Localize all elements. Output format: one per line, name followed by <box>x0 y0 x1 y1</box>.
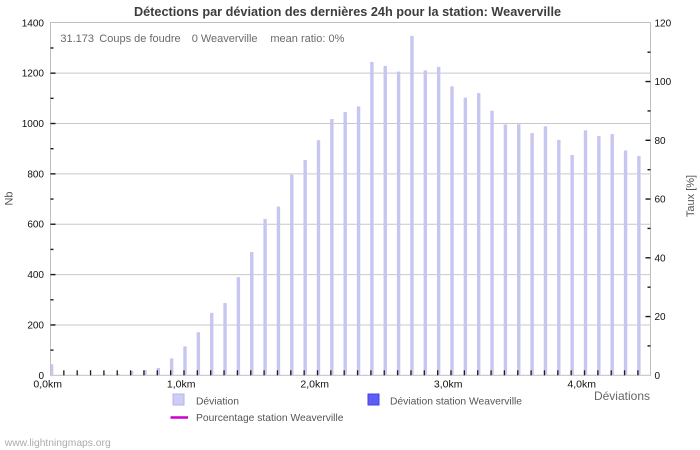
svg-text:1000: 1000 <box>22 119 45 130</box>
svg-text:20: 20 <box>655 312 667 323</box>
svg-text:31.173: 31.173 <box>60 33 94 45</box>
svg-text:www.lightningmaps.org: www.lightningmaps.org <box>4 438 111 449</box>
svg-text:1400: 1400 <box>22 18 45 29</box>
svg-text:600: 600 <box>27 220 44 231</box>
svg-text:80: 80 <box>655 136 667 147</box>
svg-text:120: 120 <box>655 18 672 29</box>
svg-text:mean ratio: 0%: mean ratio: 0% <box>270 33 344 45</box>
svg-text:0: 0 <box>655 371 661 382</box>
svg-text:3,0km: 3,0km <box>434 379 463 391</box>
svg-text:Détections par déviation des d: Détections par déviation des dernières 2… <box>134 5 561 19</box>
svg-text:100: 100 <box>655 77 672 88</box>
svg-text:400: 400 <box>27 270 44 281</box>
svg-text:60: 60 <box>655 195 667 206</box>
svg-text:800: 800 <box>27 169 44 180</box>
svg-text:1,0km: 1,0km <box>167 379 196 391</box>
svg-text:Pourcentage station Weavervill: Pourcentage station Weaverville <box>196 413 344 424</box>
svg-text:Taux [%]: Taux [%] <box>685 175 697 217</box>
svg-text:1200: 1200 <box>22 69 45 80</box>
svg-text:Coups de foudre: Coups de foudre <box>99 33 180 45</box>
svg-text:Déviation station Weaverville: Déviation station Weaverville <box>390 397 522 408</box>
svg-text:0,0km: 0,0km <box>33 379 62 391</box>
svg-text:4,0km: 4,0km <box>567 379 596 391</box>
svg-text:Déviation: Déviation <box>196 397 239 408</box>
svg-text:0: 0 <box>38 371 44 382</box>
svg-text:2,0km: 2,0km <box>300 379 329 391</box>
svg-text:40: 40 <box>655 253 667 264</box>
svg-text:Nb: Nb <box>3 191 15 205</box>
svg-text:0 Weaverville: 0 Weaverville <box>192 33 258 45</box>
svg-text:200: 200 <box>27 320 44 331</box>
svg-text:Déviations: Déviations <box>594 389 650 403</box>
